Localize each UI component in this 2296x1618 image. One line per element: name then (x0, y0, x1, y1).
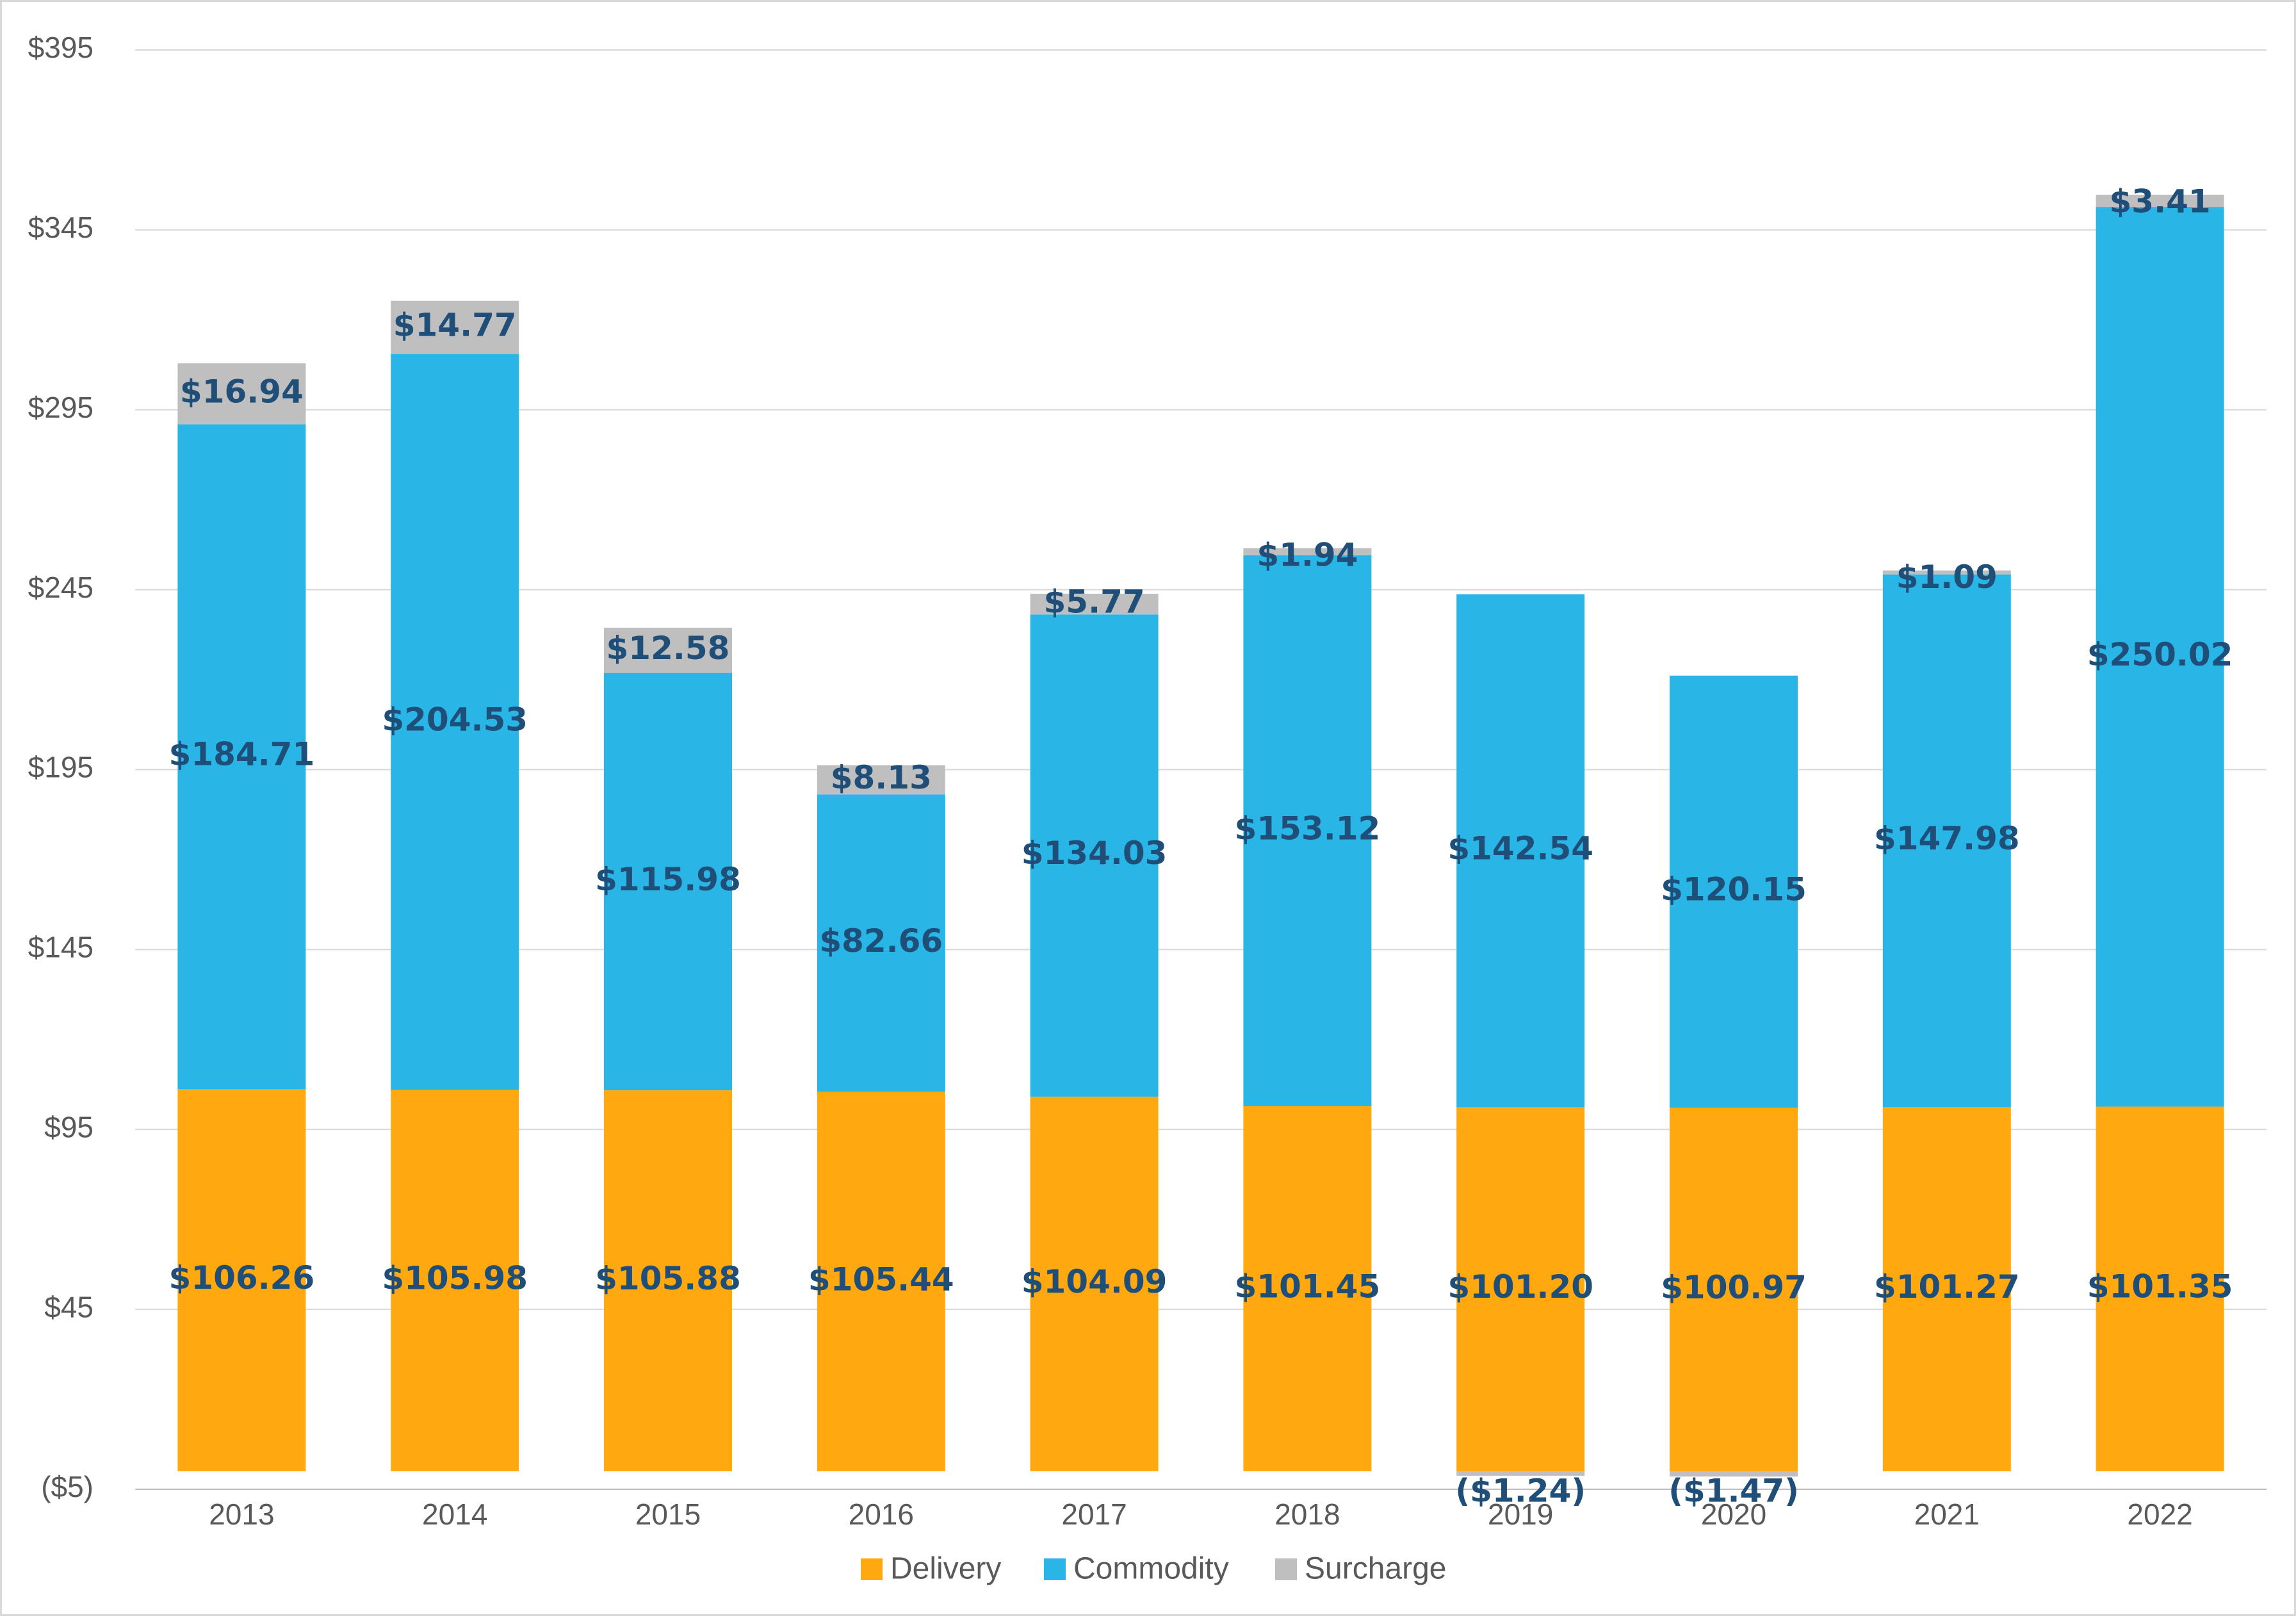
data-label-commodity: $134.03 (1022, 835, 1168, 872)
y-tick-label: $145 (28, 931, 94, 964)
legend-label-commodity: Commodity (1073, 1552, 1229, 1586)
bar-delivery (1882, 1107, 2011, 1471)
data-label-surcharge: $1.09 (1896, 559, 1998, 596)
bar-surcharge (1030, 593, 1159, 615)
bar-commodity (2096, 207, 2224, 1107)
x-tick-label: 2016 (849, 1498, 914, 1531)
bar-delivery (1456, 1107, 1585, 1471)
x-tick-label: 2018 (1274, 1498, 1340, 1531)
data-label-delivery: $101.45 (1235, 1268, 1381, 1305)
bar-delivery (1670, 1107, 1798, 1471)
bar-delivery (817, 1091, 945, 1471)
data-label-commodity: $204.53 (382, 701, 528, 739)
y-tick-label: $395 (28, 31, 94, 64)
data-label-surcharge: $16.94 (180, 373, 304, 410)
bar-surcharge (177, 363, 306, 425)
legend-swatch-commodity (1044, 1558, 1066, 1580)
data-label-delivery: $106.26 (169, 1259, 315, 1296)
bar-delivery (2096, 1106, 2224, 1471)
data-label-delivery: $104.09 (1022, 1263, 1168, 1300)
x-tick-label: 2021 (1914, 1498, 1980, 1531)
data-label-surcharge: $1.94 (1257, 536, 1358, 573)
data-label-delivery: $100.97 (1661, 1269, 1807, 1306)
data-label-delivery: $105.98 (382, 1260, 528, 1297)
bar-surcharge (1670, 1471, 1798, 1477)
bar-surcharge (1243, 548, 1372, 555)
bar-surcharge (391, 300, 519, 354)
data-label-commodity: $120.15 (1661, 871, 1807, 908)
bar-surcharge (2096, 194, 2224, 208)
x-tick-label: 2020 (1701, 1498, 1766, 1531)
y-tick-label: $295 (28, 391, 94, 424)
bar-commodity (817, 794, 945, 1092)
data-label-surcharge: $8.13 (831, 759, 932, 796)
data-label-delivery: $101.35 (2087, 1268, 2233, 1305)
legend-swatch-delivery (861, 1558, 883, 1580)
data-label-surcharge: ($1.24) (1455, 1472, 1586, 1509)
data-label-surcharge: $12.58 (607, 630, 730, 667)
data-label-commodity: $142.54 (1447, 830, 1593, 867)
bar-delivery (1243, 1106, 1372, 1471)
bar-delivery (177, 1088, 306, 1471)
data-label-delivery: $105.88 (595, 1260, 741, 1297)
data-label-commodity: $184.71 (169, 736, 315, 773)
bar-commodity (1882, 574, 2011, 1107)
data-label-delivery: $105.44 (808, 1261, 954, 1298)
data-label-commodity: $153.12 (1235, 810, 1381, 847)
data-label-delivery: $101.20 (1447, 1268, 1593, 1305)
data-label-surcharge: $14.77 (393, 307, 517, 344)
bar-commodity (1670, 675, 1798, 1108)
bar-surcharge (817, 765, 945, 795)
x-tick-label: 2014 (422, 1498, 487, 1531)
bar-delivery (1030, 1097, 1159, 1471)
bar-commodity (177, 424, 306, 1089)
y-tick-label: $245 (28, 571, 94, 604)
x-tick-label: 2013 (209, 1498, 274, 1531)
bar-commodity (1030, 614, 1159, 1097)
x-tick-label: 2017 (1061, 1498, 1127, 1531)
x-tick-label: 2015 (635, 1498, 701, 1531)
bar-surcharge (1456, 1471, 1585, 1476)
bar-surcharge (1882, 570, 2011, 575)
data-label-commodity: $115.98 (595, 861, 741, 898)
data-label-commodity: $250.02 (2087, 636, 2233, 673)
x-tick-label: 2022 (2127, 1498, 2192, 1531)
data-label-surcharge: $5.77 (1044, 584, 1145, 621)
legend-swatch-surcharge (1275, 1558, 1297, 1580)
bar-commodity (1456, 594, 1585, 1107)
legend-label-delivery: Delivery (890, 1552, 1001, 1586)
bar-commodity (391, 354, 519, 1090)
data-label-surcharge: $3.41 (2110, 183, 2211, 220)
bar-commodity (604, 673, 732, 1091)
data-label-delivery: $101.27 (1874, 1268, 2020, 1305)
y-tick-label: $45 (44, 1290, 94, 1323)
bar-surcharge (604, 627, 732, 673)
data-label-surcharge: ($1.47) (1668, 1472, 1799, 1509)
data-label-commodity: $82.66 (819, 922, 943, 960)
x-tick-label: 2019 (1488, 1498, 1553, 1531)
y-tick-label: $345 (28, 211, 94, 244)
y-tick-label: $195 (28, 751, 94, 784)
bar-commodity (1243, 555, 1372, 1107)
data-label-commodity: $147.98 (1874, 820, 2020, 857)
legend-label-surcharge: Surcharge (1305, 1552, 1446, 1586)
bar-delivery (604, 1090, 732, 1471)
y-tick-label: ($5) (41, 1470, 94, 1503)
y-tick-label: $95 (44, 1110, 94, 1143)
bar-delivery (391, 1090, 519, 1471)
